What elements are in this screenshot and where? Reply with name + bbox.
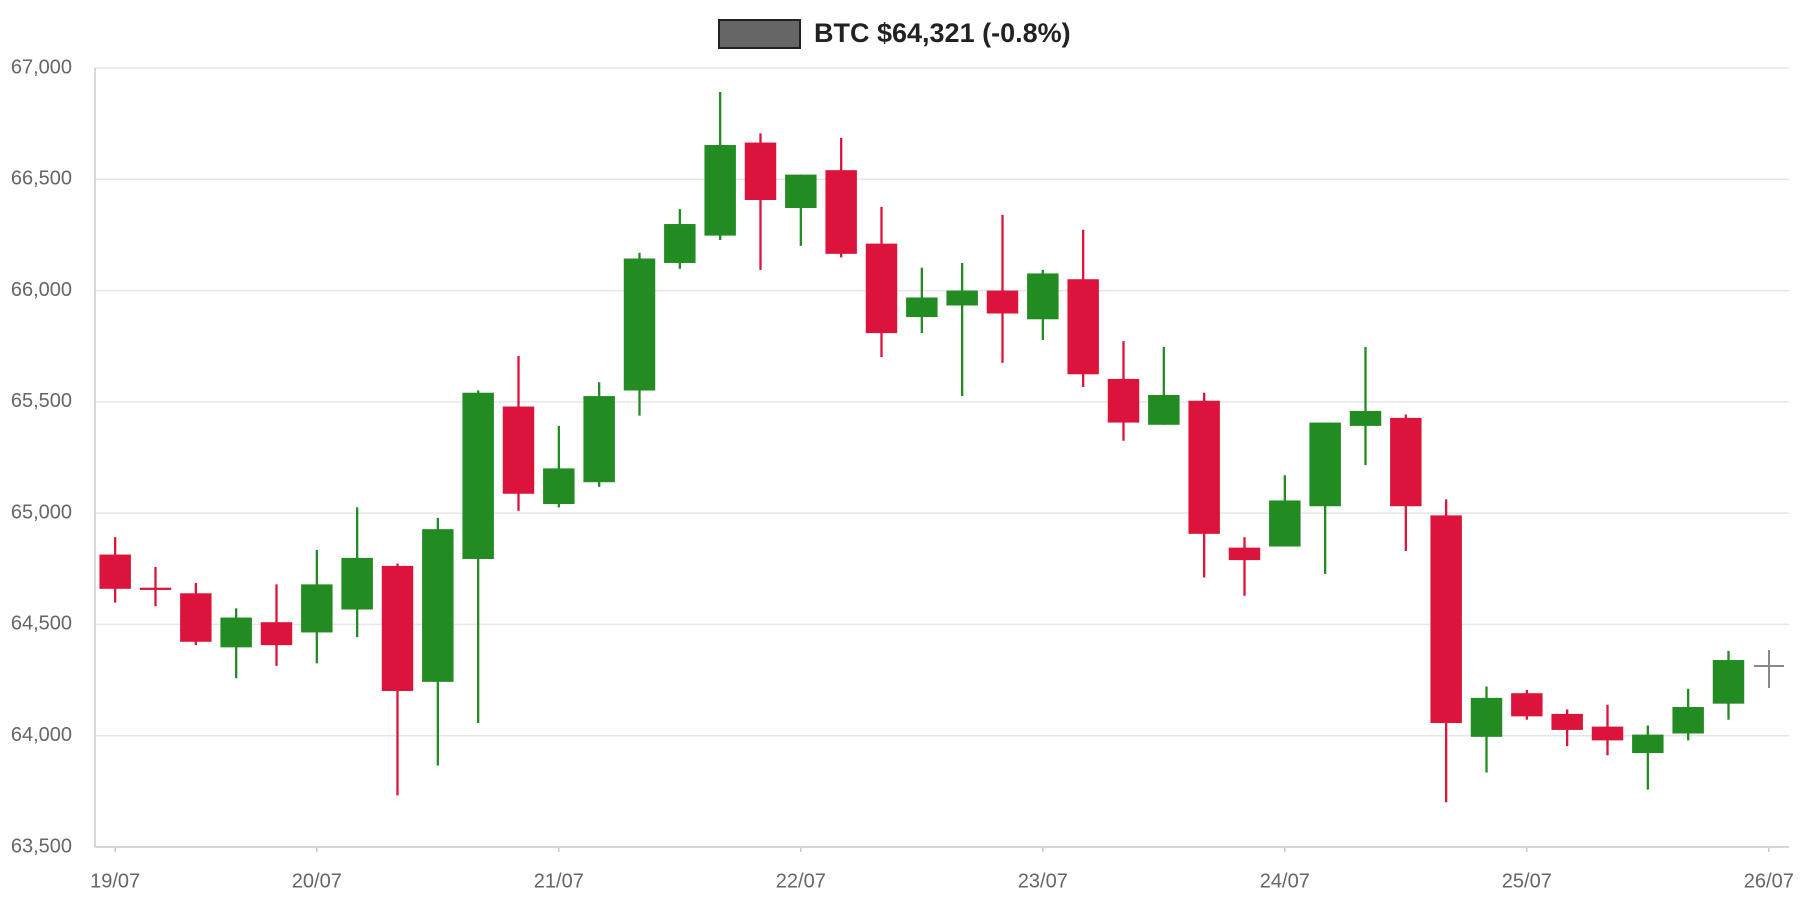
candle-body [180,593,212,642]
candle-body [99,554,131,589]
y-tick-label: 66,500 [11,168,72,190]
candle-body [462,392,494,559]
candle-body [825,170,857,254]
candle-body [704,145,736,236]
candle-body [502,406,535,494]
y-tick-label: 65,000 [11,501,72,523]
crosshair [1754,650,1784,688]
candle-body [1148,394,1180,425]
candle-body [1672,707,1704,734]
candle-body [744,142,777,200]
y-tick-label: 64,500 [11,613,72,635]
candle-body [1591,726,1624,741]
candle-body [865,243,898,334]
candle-body [1188,400,1220,534]
candle-body [1712,660,1745,704]
candle-body [341,557,373,610]
candle-body [1027,273,1059,320]
candle-body [1470,697,1503,737]
y-tick-label: 65,500 [11,390,72,412]
candle-body [1228,547,1261,561]
candle-body [260,622,293,646]
candle-body [543,468,575,505]
x-tick-label: 20/07 [292,870,342,892]
candle-body [1067,279,1099,375]
candle-body [664,224,696,263]
candle-body [1349,410,1382,426]
candles [99,92,1745,803]
x-tick-label: 25/07 [1502,870,1552,892]
x-tick-label: 22/07 [776,870,826,892]
candle-body [623,258,656,391]
candle-body [785,174,817,208]
x-tick-label: 24/07 [1260,870,1310,892]
candle-body [1511,693,1543,717]
y-tick-label: 63,500 [11,835,72,857]
candle-body [1551,713,1583,730]
y-tick-label: 66,000 [11,279,72,301]
legend-label: BTC $64,321 (-0.8%) [814,18,1071,48]
candle-body [1390,417,1422,507]
candle-body [946,290,978,306]
y-tick-label: 67,000 [11,56,72,78]
x-tick-label: 19/07 [90,870,140,892]
candle-body [583,396,615,483]
x-tick-label: 23/07 [1018,870,1068,892]
x-tick-label: 21/07 [534,870,584,892]
candle-body [1107,378,1140,423]
candle-body [301,584,333,633]
candle-body [986,290,1019,314]
candle-body [381,565,414,691]
candle-body [1269,500,1301,547]
candle-body [139,587,172,590]
grid [95,67,1789,848]
candle-body [1632,734,1664,754]
x-tick-label: 26/07 [1744,870,1794,892]
candle-body [906,297,938,318]
legend-swatch [718,19,801,49]
candle-body [422,529,454,682]
candle-body [1430,515,1462,724]
candle-body [220,617,252,648]
y-tick-label: 64,000 [11,724,72,746]
candle-body [1309,422,1341,507]
